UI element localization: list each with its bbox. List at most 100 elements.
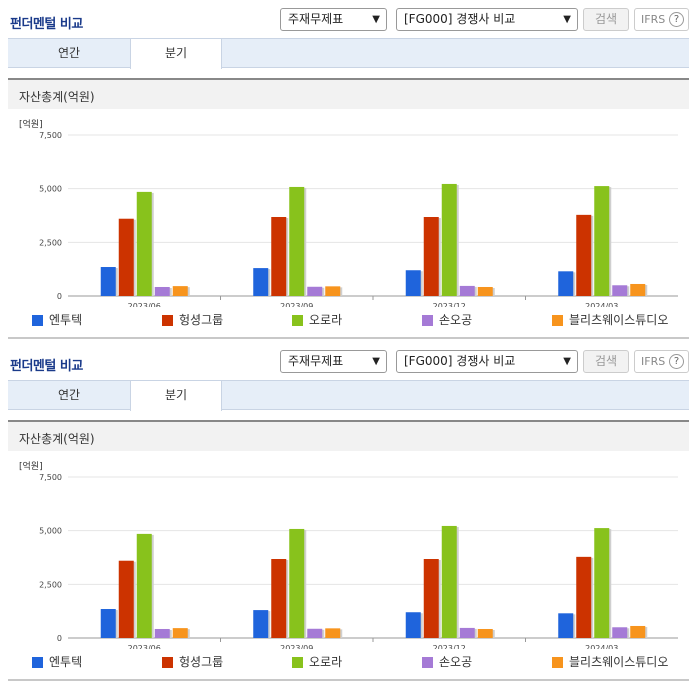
y-unit-label: [억원] [19, 120, 43, 130]
y-tick-label: 5,000 [39, 527, 62, 536]
bar [154, 286, 170, 296]
ifrs-help-button[interactable]: IFRS ? [634, 350, 689, 373]
chevron-down-icon: ▼ [563, 356, 571, 367]
bar [477, 286, 493, 296]
bar [405, 612, 421, 638]
y-tick-label: 2,500 [39, 580, 62, 589]
statement-select[interactable]: 주재무제표 ▼ [280, 8, 387, 31]
y-tick-label: 5,000 [39, 185, 62, 194]
bar [612, 627, 628, 638]
bar [576, 214, 592, 296]
legend-label: 헝셩그룹 [179, 655, 224, 669]
panel-header: 펀더멘털 비교 주재무제표 ▼ [FG000] 경쟁사 비교 ▼ 검색 IFRS… [0, 342, 696, 380]
legend-swatch [552, 657, 563, 668]
chart-subheader: 자산총계(억원) [8, 78, 689, 109]
bar [423, 217, 439, 296]
bar [172, 628, 188, 638]
legend-swatch [422, 315, 433, 326]
legend-swatch [162, 315, 173, 326]
bar [172, 286, 188, 296]
bar [253, 268, 269, 296]
tab-annual[interactable]: 연간 [57, 46, 81, 60]
legend-label: 오로라 [309, 313, 343, 327]
bar [630, 283, 646, 296]
chart-subheader: 자산총계(억원) [8, 420, 689, 451]
ifrs-help-button[interactable]: IFRS ? [634, 8, 689, 31]
tab-quarterly[interactable]: 분기 [130, 380, 222, 411]
bar [612, 285, 628, 296]
peer-group-select-value: [FG000] 경쟁사 비교 [404, 12, 516, 26]
bar [325, 286, 341, 296]
chart-area: [억원] 0 2,500 5,000 7,500 2023/06 2023/09 2023/… [8, 454, 689, 679]
legend-swatch [32, 315, 43, 326]
asset-total-chart: 0 2,500 5,000 7,500 2023/06 2023/09 2023/12 202… [39, 131, 678, 311]
bar [325, 628, 341, 638]
chart-subtitle: 자산총계(억원) [19, 90, 95, 104]
legend-label: 손오공 [439, 655, 473, 669]
x-tick-label: 2023/12 [433, 644, 466, 649]
y-tick-label: 2,500 [39, 238, 62, 247]
legend-swatch [422, 657, 433, 668]
legend-swatch [32, 657, 43, 668]
fundamental-panel-2: 펀더멘털 비교 주재무제표 ▼ [FG000] 경쟁사 비교 ▼ 검색 IFRS… [0, 342, 696, 684]
x-tick-label: 2023/06 [128, 302, 161, 307]
bar [100, 609, 116, 638]
x-tick-label: 2024/03 [585, 302, 618, 307]
legend-label: 블리츠웨이스튜디오 [569, 655, 669, 669]
chevron-down-icon: ▼ [372, 14, 380, 25]
bar [405, 270, 421, 296]
bar [289, 186, 305, 296]
search-button[interactable]: 검색 [583, 350, 629, 373]
bar [253, 610, 269, 638]
x-tick-label: 2023/12 [433, 302, 466, 307]
panel-header: 펀더멘털 비교 주재무제표 ▼ [FG000] 경쟁사 비교 ▼ 검색 IFRS… [0, 0, 696, 38]
x-tick-label: 2024/03 [585, 644, 618, 649]
peer-group-select[interactable]: [FG000] 경쟁사 비교 ▼ [396, 350, 578, 373]
peer-group-select[interactable]: [FG000] 경쟁사 비교 ▼ [396, 8, 578, 31]
legend-swatch [292, 657, 303, 668]
y-tick-label: 0 [57, 634, 62, 643]
legend-swatch [552, 315, 563, 326]
chevron-down-icon: ▼ [563, 14, 571, 25]
legend-swatch [162, 657, 173, 668]
bar [576, 556, 592, 638]
panel-divider [8, 679, 689, 681]
bar [594, 528, 610, 638]
help-icon: ? [669, 354, 684, 369]
bar [441, 183, 457, 296]
chart-legend: 엔투텍 헝셩그룹 오로라 손오공 블리츠웨이스튜디오 [8, 311, 689, 329]
bar [154, 628, 170, 638]
bar [118, 218, 134, 296]
search-button[interactable]: 검색 [583, 8, 629, 31]
chart-area: [억원] 0 2,500 5,000 7,500 2023/06 2023/09 2023/… [8, 112, 689, 337]
y-tick-label: 0 [57, 292, 62, 301]
bar [271, 217, 287, 296]
chart-legend: 엔투텍 헝셩그룹 오로라 손오공 블리츠웨이스튜디오 [8, 653, 689, 671]
bar [630, 625, 646, 638]
panel-title: 펀더멘털 비교 [10, 17, 83, 32]
tab-quarterly[interactable]: 분기 [130, 38, 222, 69]
bar [136, 191, 152, 296]
bar [459, 627, 475, 638]
bar [289, 528, 305, 638]
chart-subtitle: 자산총계(억원) [19, 432, 95, 446]
panel-title: 펀더멘털 비교 [10, 359, 83, 374]
tab-annual[interactable]: 연간 [57, 388, 81, 402]
period-tabs: 연간 분기 [8, 38, 689, 69]
bar [136, 533, 152, 638]
bar [423, 559, 439, 638]
bar [307, 286, 323, 296]
bar [558, 613, 574, 638]
statement-select-value: 주재무제표 [288, 354, 344, 368]
ifrs-label: IFRS [641, 355, 666, 368]
legend-label: 블리츠웨이스튜디오 [569, 313, 669, 327]
x-tick-label: 2023/09 [280, 302, 313, 307]
y-unit-label: [억원] [19, 462, 43, 472]
legend-label: 엔투텍 [49, 313, 83, 327]
legend-label: 손오공 [439, 313, 473, 327]
y-tick-label: 7,500 [39, 473, 62, 482]
period-tabs: 연간 분기 [8, 380, 689, 411]
bar [118, 560, 134, 638]
panel-divider [8, 337, 689, 339]
statement-select[interactable]: 주재무제표 ▼ [280, 350, 387, 373]
